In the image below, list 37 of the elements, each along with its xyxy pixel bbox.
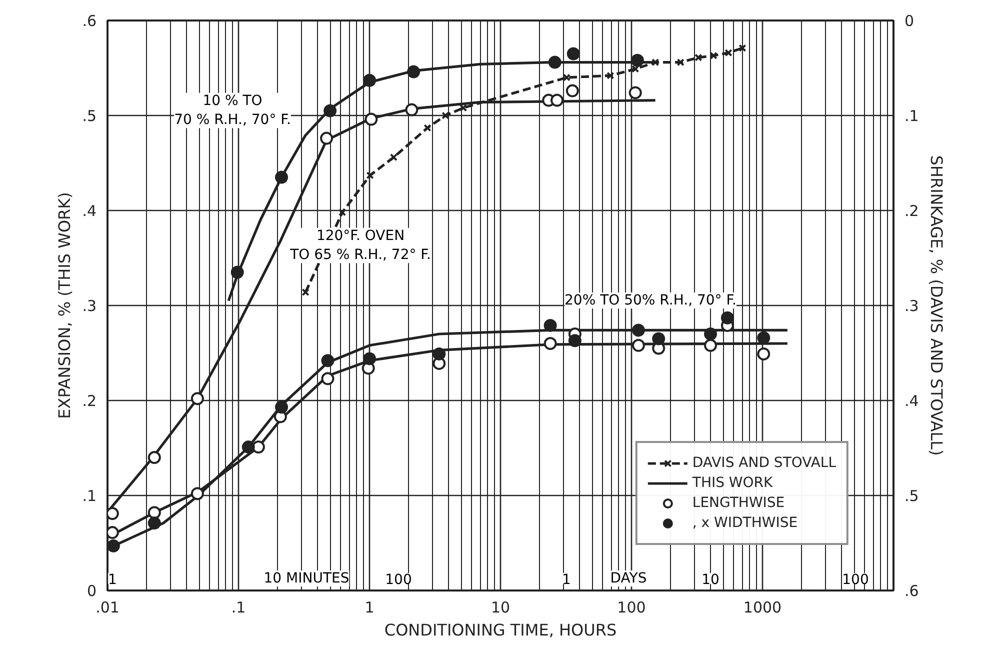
annotation: 120°F. OVEN TO 65 % R.H., 72° F. (289, 228, 431, 264)
annotation: 10 (702, 572, 720, 588)
y-tick-label: .2 (82, 392, 96, 410)
legend-label: , x WIDTHWISE (692, 515, 798, 531)
annotation: 1 (108, 572, 117, 588)
legend-label: DAVIS AND STOVALL (692, 455, 836, 471)
annotation: 100 (385, 572, 412, 588)
legend-label: THIS WORK (692, 475, 773, 491)
annotation: 20% TO 50% R.H., 70° F. (564, 292, 737, 308)
y2-tick-label: .1 (904, 107, 919, 125)
annotation: 1 (562, 572, 571, 588)
x-tick-label: 10 (490, 598, 510, 616)
y2-axis-title: SHRINKAGE, % (DAVIS AND STOVALL) (926, 155, 946, 456)
y-tick-label: .4 (82, 202, 96, 220)
y2-tick-label: .4 (904, 392, 919, 410)
x-tick-label: 1 (364, 598, 374, 616)
x-axis-title: CONDITIONING TIME, HOURS (384, 620, 617, 640)
y2-tick-label: 0 (904, 12, 914, 30)
y2-tick-label: .5 (904, 487, 919, 505)
y2-tick-label: .6 (904, 582, 919, 600)
x-tick-label: .1 (231, 598, 246, 616)
y-axis-title: EXPANSION, % (THIS WORK) (55, 192, 74, 419)
y2-tick-label: .2 (904, 202, 919, 220)
y-tick-label: .6 (82, 12, 96, 30)
x-tick-label: 1000 (743, 598, 782, 616)
x-tick-label: 100 (617, 598, 646, 616)
x-tick-label: .01 (96, 598, 120, 616)
y-tick-label: 0 (86, 582, 97, 600)
y2-tick-label: .3 (904, 297, 919, 315)
y-tick-label: .3 (82, 297, 96, 315)
annotation: 100 (842, 572, 869, 588)
legend-label: LENGTHWISE (692, 495, 785, 511)
y-tick-label: .1 (82, 487, 96, 505)
y-tick-label: .5 (82, 107, 96, 125)
annotation: DAYS (610, 570, 647, 586)
annotation: 10 % TO 70 % R.H., 70° F. (174, 92, 291, 128)
annotation: 10 MINUTES (264, 570, 350, 586)
